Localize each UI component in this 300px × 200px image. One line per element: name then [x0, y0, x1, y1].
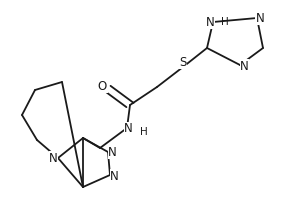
Text: S: S	[179, 55, 187, 68]
Text: N: N	[124, 122, 133, 136]
Text: N: N	[49, 152, 58, 164]
Text: N: N	[110, 170, 119, 182]
Text: N: N	[206, 16, 214, 28]
Text: N: N	[256, 11, 264, 24]
Text: N: N	[240, 60, 249, 72]
Text: H: H	[140, 127, 147, 137]
Text: N: N	[108, 146, 117, 158]
Text: O: O	[98, 80, 107, 93]
Text: H: H	[221, 17, 229, 27]
